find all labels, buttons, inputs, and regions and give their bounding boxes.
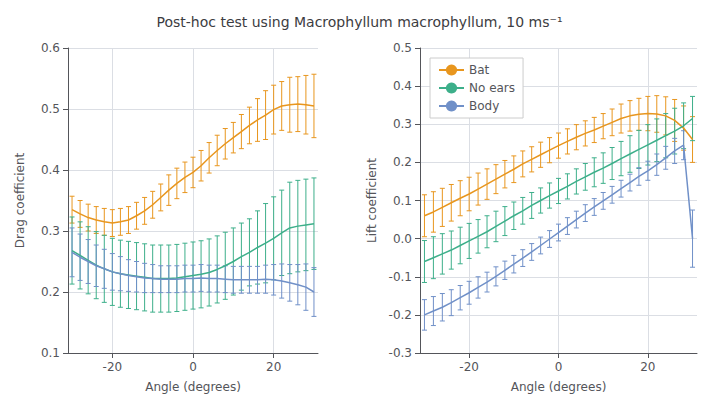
svg-text:Angle (degrees): Angle (degrees)	[145, 380, 241, 394]
svg-text:0.2: 0.2	[393, 155, 412, 169]
svg-text:-0.3: -0.3	[389, 346, 412, 360]
svg-text:0.1: 0.1	[393, 194, 412, 208]
svg-text:-20: -20	[459, 360, 479, 374]
svg-text:0.5: 0.5	[393, 41, 412, 55]
svg-text:0.6: 0.6	[41, 41, 60, 55]
svg-text:Post-hoc test using Macrophyll: Post-hoc test using Macrophyllum macroph…	[156, 14, 562, 30]
svg-text:No ears: No ears	[469, 81, 515, 95]
svg-text:0.5: 0.5	[41, 102, 60, 116]
svg-text:0.3: 0.3	[41, 224, 60, 238]
svg-text:0.0: 0.0	[393, 232, 412, 246]
svg-text:20: 20	[640, 360, 655, 374]
svg-text:0.3: 0.3	[393, 117, 412, 131]
svg-text:Bat: Bat	[469, 63, 490, 77]
svg-text:0.4: 0.4	[393, 79, 412, 93]
svg-text:-0.1: -0.1	[389, 270, 412, 284]
svg-text:0.1: 0.1	[41, 346, 60, 360]
svg-text:0: 0	[189, 360, 197, 374]
svg-text:Angle (degrees): Angle (degrees)	[511, 380, 607, 394]
svg-text:Drag coefficient: Drag coefficient	[13, 152, 27, 248]
svg-text:-0.2: -0.2	[389, 308, 412, 322]
svg-text:0.4: 0.4	[41, 163, 60, 177]
svg-text:-20: -20	[103, 360, 123, 374]
svg-text:Body: Body	[469, 99, 499, 113]
svg-text:20: 20	[266, 360, 281, 374]
svg-text:0.2: 0.2	[41, 285, 60, 299]
svg-text:0: 0	[555, 360, 563, 374]
svg-text:Lift coefficient: Lift coefficient	[365, 158, 379, 243]
